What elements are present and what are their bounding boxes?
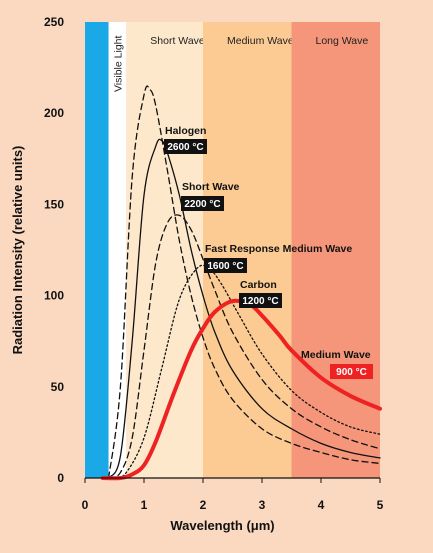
band-label-long-wave: Long Wave bbox=[316, 35, 369, 47]
series-line-carbon bbox=[113, 264, 381, 479]
temperature-badge-medium-wave bbox=[330, 364, 373, 379]
band-label-medium-wave: Medium Wave bbox=[227, 35, 294, 47]
y-tick-label-100: 100 bbox=[44, 289, 64, 303]
y-axis-title: Radiation Intensity (relative units) bbox=[10, 146, 25, 355]
temperature-badge-carbon bbox=[239, 293, 282, 308]
band-label-short-wave: Short Wave bbox=[150, 35, 205, 47]
temperature-label-halogen: 2600 °C bbox=[167, 142, 203, 153]
band-ultraviolet bbox=[85, 22, 109, 478]
series-lines bbox=[100, 85, 382, 481]
series-label-short-wave: Short Wave bbox=[182, 181, 240, 193]
series-label-halogen: Halogen bbox=[165, 125, 206, 137]
y-tick-label-50: 50 bbox=[51, 380, 65, 394]
x-tick-label-3: 3 bbox=[259, 498, 266, 512]
x-tick-label-5: 5 bbox=[377, 498, 384, 512]
series-line-halogen bbox=[107, 85, 381, 479]
band-medium-wave bbox=[203, 22, 292, 478]
temperature-label-fast-response-medium-wave: 1600 °C bbox=[207, 261, 243, 272]
series-label-fast-response-medium-wave: Fast Response Medium Wave bbox=[205, 243, 352, 255]
x-tick-label-0: 0 bbox=[82, 498, 89, 512]
temperature-badge-short-wave bbox=[181, 196, 224, 211]
y-tick-label-250: 250 bbox=[44, 15, 64, 29]
y-tick-label-150: 150 bbox=[44, 197, 64, 211]
series-annotations: Halogen 2600 °C Short Wave 2200 °C Fast Resp… bbox=[164, 125, 373, 379]
series-label-carbon: Carbon bbox=[240, 279, 277, 291]
y-tick-label-200: 200 bbox=[44, 106, 64, 120]
temperature-badge-halogen bbox=[164, 139, 207, 154]
series-line-medium-wave bbox=[100, 298, 382, 481]
x-tick-label-2: 2 bbox=[200, 498, 207, 512]
temperature-label-medium-wave: 900 °C bbox=[336, 367, 367, 378]
temperature-label-short-wave: 2200 °C bbox=[184, 199, 220, 210]
series-line-short-wave bbox=[107, 138, 381, 479]
x-axis-title: Wavelength (μm) bbox=[170, 518, 274, 533]
x-tick-label-4: 4 bbox=[318, 498, 325, 512]
band-label-visible-light: Visible Light bbox=[112, 35, 124, 92]
temperature-label-carbon: 1200 °C bbox=[242, 296, 278, 307]
x-tick-label-1: 1 bbox=[141, 498, 148, 512]
series-label-medium-wave: Medium Wave bbox=[301, 349, 371, 361]
y-tick-label-0: 0 bbox=[57, 471, 64, 485]
temperature-badge-fast-response-medium-wave bbox=[204, 258, 247, 273]
series-line-fast-response-medium-wave bbox=[107, 214, 381, 479]
